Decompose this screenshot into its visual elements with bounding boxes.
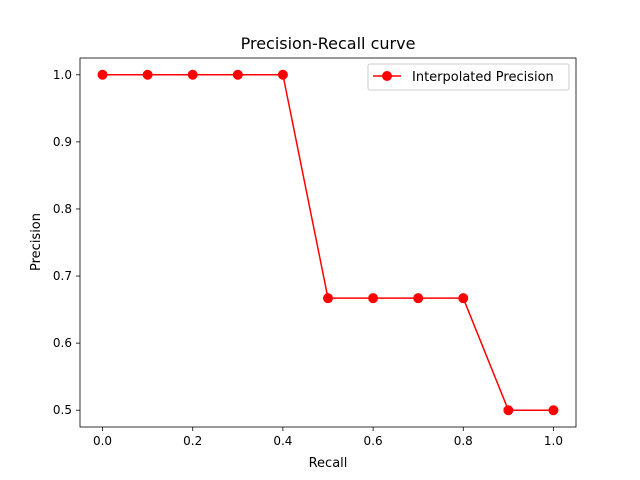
x-tick-label: 0.0 bbox=[93, 434, 112, 448]
data-point bbox=[503, 405, 514, 416]
data-point bbox=[548, 405, 559, 416]
y-tick-label: 0.9 bbox=[53, 135, 72, 149]
plot-area bbox=[79, 57, 577, 428]
x-tick-label: 0.8 bbox=[454, 434, 473, 448]
legend-label: Interpolated Precision bbox=[412, 70, 554, 85]
y-axis-label: Precision bbox=[29, 213, 44, 271]
y-tick-label: 0.8 bbox=[53, 202, 72, 216]
data-point bbox=[323, 293, 333, 304]
data-point bbox=[413, 293, 424, 304]
legend: Interpolated Precision bbox=[367, 63, 570, 91]
x-tick-label: 0.2 bbox=[183, 434, 202, 448]
data-point bbox=[458, 293, 469, 304]
y-tick-label: 0.5 bbox=[53, 403, 72, 417]
chart-title: Precision-Recall curve bbox=[241, 34, 416, 53]
x-axis-label: Recall bbox=[309, 456, 348, 471]
y-tick-label: 0.6 bbox=[53, 336, 72, 350]
x-tick-label: 1.0 bbox=[544, 434, 563, 448]
y-tick-label: 0.7 bbox=[53, 269, 72, 283]
data-point bbox=[187, 69, 198, 80]
y-tick-label: 1.0 bbox=[53, 68, 72, 82]
data-point bbox=[277, 69, 288, 80]
x-tick-label: 0.6 bbox=[364, 434, 383, 448]
data-point bbox=[142, 69, 153, 80]
legend-marker-swatch bbox=[382, 71, 392, 81]
legend-box bbox=[367, 63, 570, 91]
x-tick-label: 0.4 bbox=[273, 434, 292, 448]
data-point bbox=[97, 69, 108, 80]
data-point bbox=[232, 69, 243, 80]
data-point bbox=[368, 293, 379, 304]
